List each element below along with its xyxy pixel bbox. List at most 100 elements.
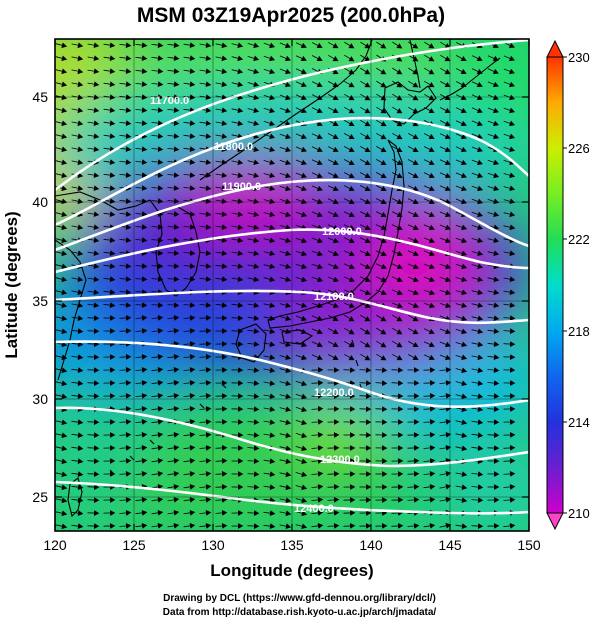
wind-vector-head <box>412 250 419 257</box>
wind-vector-head <box>77 81 84 88</box>
wind-vector-head <box>141 354 148 360</box>
wind-vector-head <box>222 341 228 347</box>
y-tick-label: 35 <box>32 293 48 309</box>
wind-vector-head <box>221 211 228 218</box>
wind-vector-head <box>125 107 132 114</box>
wind-vector-head <box>221 419 228 425</box>
wind-vector-head <box>285 419 292 426</box>
wind-vector-head <box>445 380 452 386</box>
wind-vector-head <box>412 134 419 140</box>
wind-vector-head <box>61 198 68 205</box>
wind-vector-head <box>428 237 435 244</box>
wind-vector-head <box>269 42 275 49</box>
contour-label-11900: 11900.0 <box>222 181 261 193</box>
wind-vector-head <box>125 380 132 386</box>
wind-vector-head <box>189 224 196 230</box>
wind-vector-head <box>269 419 276 425</box>
wind-vector-head <box>444 146 451 153</box>
wind-vector-head <box>300 172 307 179</box>
wind-vector-head <box>509 185 516 192</box>
wind-vector-head <box>396 316 403 322</box>
wind-vector-head <box>300 159 307 166</box>
wind-vector-head <box>509 315 516 321</box>
wind-vector-head <box>77 55 84 62</box>
wind-vector-head <box>301 419 307 426</box>
x-tick-label: 145 <box>438 537 462 553</box>
wind-vector-head <box>334 367 340 373</box>
wind-vector-head <box>509 120 515 127</box>
wind-vector-head <box>428 276 435 283</box>
wind-vector-head <box>173 405 180 412</box>
wind-vector-head <box>396 276 403 283</box>
wind-vector-head <box>253 107 260 114</box>
wind-vector-head <box>61 315 68 322</box>
wind-vector-head <box>364 329 371 335</box>
contour-labels: 11700.0 11800.0 11900.0 12000.0 12100.0 … <box>150 95 362 515</box>
wind-vector-head <box>300 198 307 205</box>
wind-vector-head <box>396 56 403 62</box>
wind-vector-head <box>173 302 180 308</box>
wind-vector-head <box>77 250 84 256</box>
wind-vector-head <box>285 185 291 192</box>
wind-vector-head <box>77 523 84 530</box>
wind-vector-head <box>461 445 468 452</box>
wind-vector-head <box>189 444 196 451</box>
wind-vector-head <box>398 458 404 464</box>
wind-vector-head <box>93 393 100 399</box>
wind-vector-head <box>253 120 260 127</box>
wind-vector-head <box>93 484 100 490</box>
wind-vector-head <box>125 120 132 127</box>
wind-vector-head <box>333 510 340 516</box>
wind-vector-head <box>332 237 339 244</box>
wind-vector-head <box>221 107 228 113</box>
wind-vector-head <box>364 211 371 218</box>
wind-vector-head <box>109 68 116 75</box>
credit-data-source: Data from http://database.rish.kyoto-u.a… <box>162 607 437 618</box>
wind-vector-head <box>253 484 260 490</box>
wind-vector-head <box>77 367 84 374</box>
wind-vector-head <box>461 432 468 439</box>
wind-vector-head <box>173 366 180 373</box>
wind-vector-head <box>476 94 483 101</box>
wind-vector-head <box>460 185 467 192</box>
wind-vector-head <box>141 146 148 152</box>
wind-vector-head <box>509 328 516 334</box>
wind-vector-head <box>428 43 435 49</box>
wind-vector-head <box>93 237 100 243</box>
wind-vector-head <box>222 328 228 334</box>
wind-vector-head <box>93 315 100 321</box>
wind-vector-head <box>141 81 148 88</box>
wind-vector-head <box>285 159 291 166</box>
wind-vector-head <box>173 510 180 516</box>
wind-vector-head <box>509 172 516 179</box>
wind-vector-head <box>492 120 499 127</box>
wind-vector-head <box>237 107 244 114</box>
wind-vector-head <box>334 393 340 399</box>
wind-vector-head <box>269 406 276 412</box>
wind-vector-head <box>300 94 307 101</box>
wind-vector-head <box>477 354 484 361</box>
wind-vector-head <box>460 172 467 179</box>
wind-vector-head <box>444 328 451 335</box>
wind-vector-head <box>364 172 371 179</box>
wind-vector-head <box>382 471 388 477</box>
wind-vector-head <box>492 55 499 62</box>
wind-vector-head <box>205 211 212 218</box>
wind-vector-head <box>301 523 308 530</box>
wind-vector-head <box>77 419 84 426</box>
wind-vector-head <box>365 380 372 386</box>
wind-vector-head <box>253 341 260 348</box>
wind-vector-head <box>461 497 468 503</box>
wind-vector-head <box>445 302 451 309</box>
wind-vector-head <box>382 484 388 490</box>
wind-vector-head <box>173 457 180 464</box>
wind-vector-head <box>125 367 132 373</box>
wind-vector-head <box>429 470 436 477</box>
wind-vector-head <box>110 315 116 321</box>
colorbar-tick-label: 214 <box>568 415 590 430</box>
wind-vector-head <box>269 120 275 127</box>
wind-vector-head <box>317 393 324 399</box>
wind-vector-head <box>333 497 340 503</box>
wind-vector-head <box>414 367 420 373</box>
